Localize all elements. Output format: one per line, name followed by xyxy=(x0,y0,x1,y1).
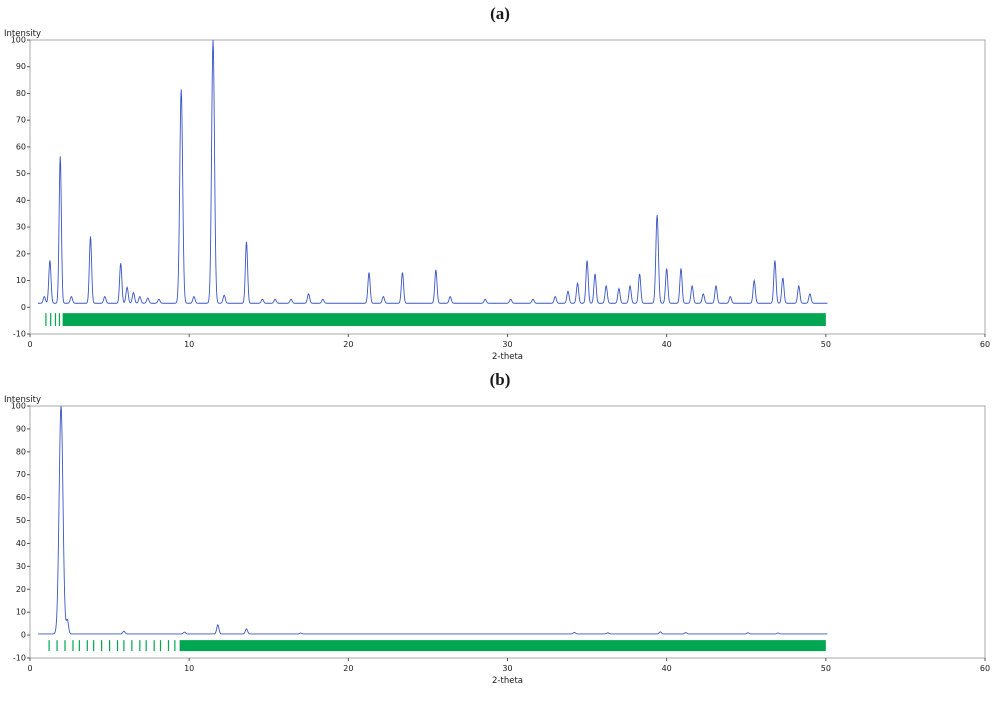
svg-text:80: 80 xyxy=(16,447,26,456)
svg-text:60: 60 xyxy=(980,340,990,349)
svg-text:40: 40 xyxy=(662,340,672,349)
svg-text:60: 60 xyxy=(980,664,990,673)
y-axis-ticks: -10 0 10 20 30 40 50 60 70 80 90 100 xyxy=(11,402,30,663)
svg-text:50: 50 xyxy=(821,664,831,673)
svg-text:20: 20 xyxy=(16,249,26,258)
diffraction-trace xyxy=(37,405,828,635)
svg-text:30: 30 xyxy=(16,223,26,232)
xrd-panel-b: (b) -10 0 10 20 30 40 50 60 70 80 90 100 0 10 20 30 40 50… xyxy=(0,368,1000,688)
svg-text:30: 30 xyxy=(502,664,512,673)
x-axis-ticks: 0 10 20 30 40 50 60 xyxy=(27,334,990,349)
svg-text:30: 30 xyxy=(502,340,512,349)
svg-text:10: 10 xyxy=(184,664,194,673)
svg-text:10: 10 xyxy=(16,608,26,617)
y-axis-label: Intensity xyxy=(4,29,41,39)
svg-text:0: 0 xyxy=(27,340,32,349)
svg-text:60: 60 xyxy=(16,142,26,151)
svg-text:50: 50 xyxy=(821,340,831,349)
reflection-markers xyxy=(48,640,826,652)
reflection-markers xyxy=(45,313,826,326)
x-axis-ticks: 0 10 20 30 40 50 60 xyxy=(27,658,990,673)
svg-text:90: 90 xyxy=(16,424,26,433)
x-axis-label: 2-theta xyxy=(492,676,523,686)
svg-text:-10: -10 xyxy=(13,654,26,663)
diffraction-trace xyxy=(37,39,828,304)
svg-text:-10: -10 xyxy=(13,330,26,339)
svg-text:40: 40 xyxy=(16,539,26,548)
svg-text:30: 30 xyxy=(16,562,26,571)
plot-frame xyxy=(29,405,986,659)
svg-text:20: 20 xyxy=(343,664,353,673)
y-axis-ticks: -10 0 10 20 30 40 50 60 70 80 90 100 xyxy=(11,36,30,339)
x-axis-label: 2-theta xyxy=(492,352,523,362)
svg-text:0: 0 xyxy=(27,664,32,673)
svg-text:0: 0 xyxy=(21,631,26,640)
panel-a-title: (a) xyxy=(490,4,510,23)
svg-text:90: 90 xyxy=(16,62,26,71)
svg-text:50: 50 xyxy=(16,516,26,525)
svg-text:0: 0 xyxy=(21,303,26,312)
xrd-panel-a: (a) -10 0 10 20 30 40 50 60 70 80 90 100 0 10 20 30 40 50… xyxy=(0,2,1000,364)
svg-text:70: 70 xyxy=(16,470,26,479)
plot-frame xyxy=(29,39,986,335)
panel-b-title: (b) xyxy=(489,370,511,389)
svg-text:10: 10 xyxy=(184,340,194,349)
svg-text:10: 10 xyxy=(16,276,26,285)
svg-text:20: 20 xyxy=(16,585,26,594)
svg-text:20: 20 xyxy=(343,340,353,349)
svg-text:80: 80 xyxy=(16,89,26,98)
y-axis-label: Intensity xyxy=(4,395,41,405)
svg-text:40: 40 xyxy=(16,196,26,205)
svg-text:100: 100 xyxy=(11,36,26,45)
svg-text:100: 100 xyxy=(11,402,26,411)
svg-text:50: 50 xyxy=(16,169,26,178)
svg-text:70: 70 xyxy=(16,116,26,125)
svg-text:40: 40 xyxy=(662,664,672,673)
svg-text:60: 60 xyxy=(16,493,26,502)
